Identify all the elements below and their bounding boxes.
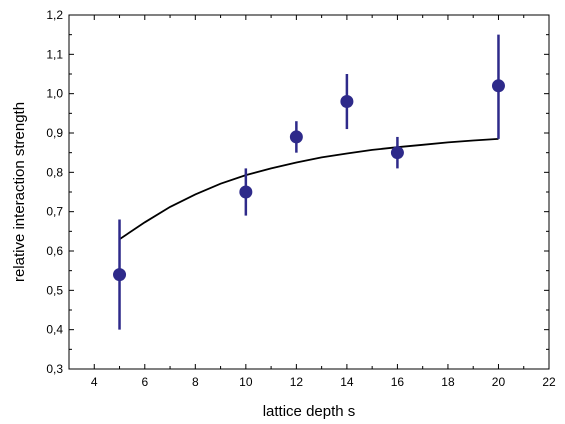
- data-point: [239, 185, 253, 199]
- y-tick-label: 0,6: [46, 244, 63, 258]
- y-axis-title: relative interaction strength: [11, 102, 28, 282]
- x-tick-label: 14: [340, 375, 354, 389]
- y-tick-label: 1,0: [46, 87, 63, 101]
- x-axis: 4 6 8 10 12 14 16 18 20 22: [91, 15, 556, 389]
- data-point: [340, 95, 354, 109]
- x-tick-label: 8: [192, 375, 199, 389]
- y-tick-label: 0,3: [46, 362, 63, 376]
- y-tick-label: 0,7: [46, 205, 63, 219]
- x-tick-label: 6: [141, 375, 148, 389]
- fit-curve: [119, 138, 499, 240]
- y-tick-label: 0,4: [46, 323, 63, 337]
- data-point: [390, 146, 404, 160]
- y-tick-label: 0,5: [46, 283, 63, 297]
- plot-area: [113, 34, 505, 330]
- y-tick-label: 1,1: [46, 47, 63, 61]
- y-tick-label: 1,2: [46, 8, 63, 22]
- x-tick-label: 10: [239, 375, 253, 389]
- data-point: [491, 79, 505, 93]
- y-tick-label: 0,9: [46, 126, 63, 140]
- x-tick-label: 16: [391, 375, 405, 389]
- y-axis: 0,3 0,4 0,5 0,6 0,7 0,8 0,9 1,0 1,1 1,2: [46, 8, 549, 376]
- x-tick-label: 20: [492, 375, 506, 389]
- data-point: [113, 268, 127, 282]
- data-point: [289, 130, 303, 144]
- x-tick-label: 12: [290, 375, 304, 389]
- x-tick-label: 4: [91, 375, 98, 389]
- plot-frame: [68, 14, 550, 370]
- x-axis-title: lattice depth s: [263, 403, 356, 420]
- y-tick-label: 0,8: [46, 165, 63, 179]
- x-tick-label: 22: [542, 375, 556, 389]
- x-tick-label: 18: [441, 375, 455, 389]
